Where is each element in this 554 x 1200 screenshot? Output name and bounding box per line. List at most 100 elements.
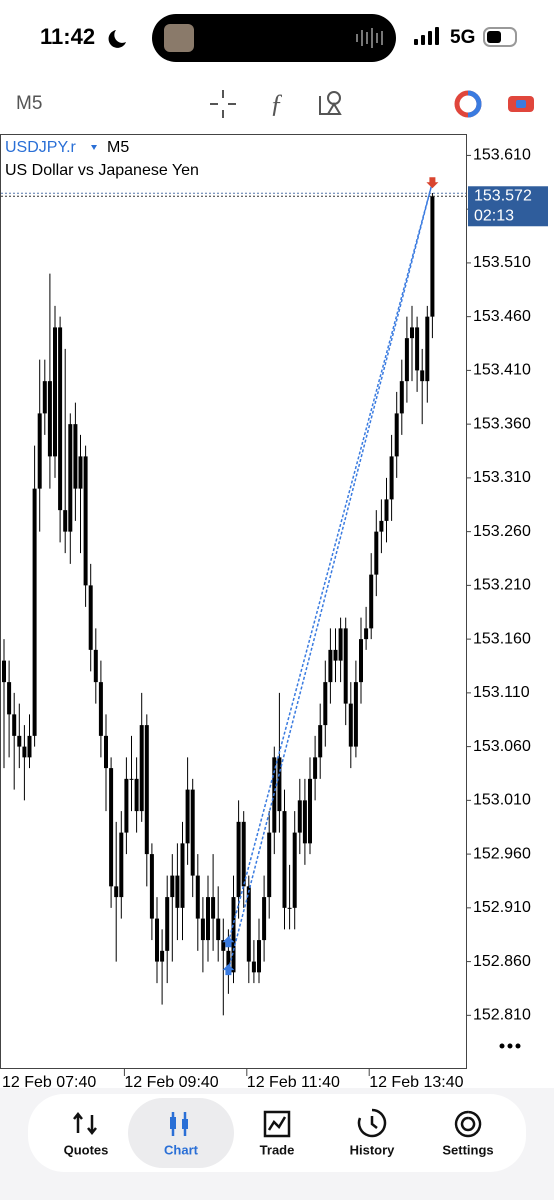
y-tick-label: 153.210 — [473, 577, 531, 594]
countdown-label: 02:13 — [474, 207, 514, 224]
y-tick-label: 153.160 — [473, 630, 531, 647]
candle-body — [430, 196, 435, 317]
candle-body — [338, 628, 343, 661]
crosshair-icon[interactable] — [210, 90, 236, 118]
y-tick-label: 153.410 — [473, 362, 531, 379]
nav-label[interactable]: Trade — [260, 1142, 295, 1157]
candle-body — [410, 327, 414, 339]
symbol-dropdown[interactable] — [91, 145, 97, 150]
island-wave — [356, 28, 383, 48]
battery-level — [487, 31, 501, 43]
candle-body — [78, 456, 83, 489]
buy-arrow — [222, 936, 235, 948]
candle-body — [308, 778, 312, 844]
x-tick-label: 12 Feb 13:40 — [369, 1074, 463, 1091]
candle-body — [195, 875, 200, 919]
nav-bar — [28, 1094, 526, 1172]
candle-body — [22, 746, 27, 758]
nav-active-bg — [128, 1098, 234, 1168]
y-tick-label: 153.110 — [473, 684, 530, 701]
candle-body — [425, 316, 430, 382]
candle-body — [379, 520, 384, 532]
candle-body — [185, 789, 190, 844]
y-tick-label: 153.260 — [473, 523, 531, 540]
candle-body — [394, 413, 399, 457]
candle-body — [328, 649, 333, 683]
x-tick-label: 12 Feb 09:40 — [124, 1074, 218, 1091]
candle-body — [297, 800, 302, 833]
y-tick-label: 153.510 — [473, 254, 531, 271]
candle-body — [231, 897, 236, 973]
candle-body — [399, 381, 404, 414]
nav-icon-body — [182, 1119, 188, 1129]
candle-body — [68, 424, 73, 532]
y-tick-label: 153.060 — [473, 738, 531, 755]
candle-body — [282, 811, 287, 908]
nav-icon-body — [170, 1117, 176, 1129]
nav-icon — [454, 1110, 482, 1138]
indicators-icon[interactable]: ƒ — [270, 89, 283, 118]
candle-body — [389, 456, 394, 500]
candle-body — [302, 800, 307, 844]
trade-icon-half — [467, 90, 482, 118]
y-tick-label: 152.910 — [473, 899, 531, 916]
chart-timeframe: M5 — [107, 139, 129, 156]
candle-body — [369, 574, 374, 629]
trade-line — [227, 182, 434, 943]
candle-body — [287, 907, 292, 909]
candle-body — [83, 456, 88, 586]
candle-body — [190, 789, 195, 876]
y-tick-label: 153.310 — [473, 469, 531, 486]
candle-body — [211, 897, 216, 919]
nav-label[interactable]: History — [350, 1142, 396, 1157]
symbol-title[interactable]: USDJPY.r — [5, 139, 77, 156]
y-tick-label: 152.860 — [473, 953, 531, 970]
candle-body — [200, 918, 205, 941]
candle-body — [134, 778, 139, 812]
trade-line — [227, 182, 434, 971]
candle-body — [359, 639, 363, 683]
nav-icon — [357, 1108, 387, 1138]
chart-type-icon-inner — [516, 100, 526, 108]
nav-label[interactable]: Settings — [442, 1142, 493, 1157]
candle-body — [32, 488, 37, 736]
moon-icon — [108, 30, 126, 48]
candle-body — [73, 424, 78, 489]
sell-arrow — [426, 177, 439, 189]
candle-body — [415, 327, 420, 371]
nav-label[interactable]: Quotes — [64, 1142, 109, 1157]
nav-label[interactable]: Chart — [164, 1142, 199, 1157]
candle-body — [343, 628, 348, 704]
candle-body — [165, 897, 170, 951]
y-tick-label: 152.960 — [473, 845, 531, 862]
candle-body — [353, 682, 358, 747]
candle-body — [58, 327, 63, 511]
candle-body — [251, 961, 256, 973]
nav-icon — [73, 1111, 97, 1136]
x-tick-label: 12 Feb 07:40 — [2, 1074, 96, 1091]
candle-body — [277, 757, 282, 812]
y-tick-label: 153.360 — [473, 415, 531, 432]
candle-body — [257, 940, 261, 973]
candle-body — [17, 735, 22, 747]
candle-body — [139, 725, 144, 812]
candle-body — [155, 918, 159, 962]
candle-body — [226, 950, 231, 973]
toolbar-timeframe[interactable]: M5 — [16, 93, 42, 114]
candle-body — [2, 660, 6, 683]
candle-body — [323, 682, 328, 726]
y-tick-label: 153.010 — [473, 792, 531, 809]
objects-icon[interactable] — [319, 91, 342, 115]
plot — [1, 177, 466, 1016]
more-icon[interactable] — [499, 1043, 521, 1049]
island-thumb — [164, 24, 194, 52]
candle-body — [7, 682, 12, 715]
network-label: 5G — [450, 27, 475, 48]
candle-body — [144, 725, 149, 855]
candle-body — [93, 649, 98, 683]
status-time: 11:42 — [40, 24, 95, 49]
candle-body — [216, 918, 221, 941]
candle-body — [109, 768, 114, 887]
